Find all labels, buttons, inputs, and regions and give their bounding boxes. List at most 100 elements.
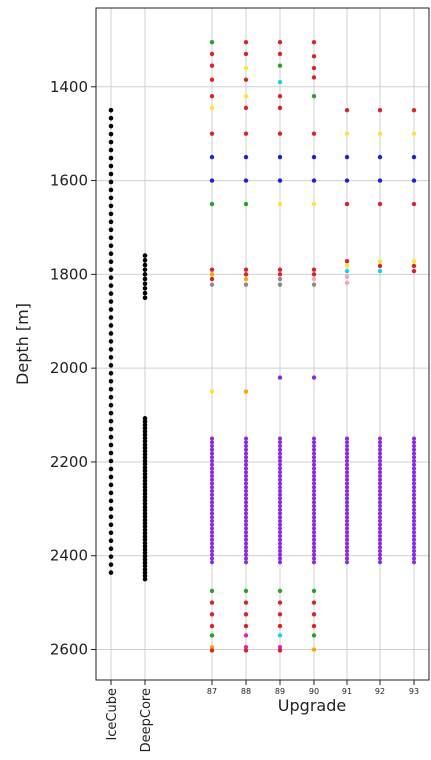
data-point xyxy=(412,541,416,546)
data-point xyxy=(278,537,282,542)
y-tick-label: 2400 xyxy=(50,547,88,565)
data-point xyxy=(209,40,215,45)
data-point xyxy=(378,537,382,542)
data-point xyxy=(345,507,349,512)
data-point xyxy=(312,519,316,524)
data-point xyxy=(345,459,349,464)
data-point xyxy=(244,440,248,445)
data-point xyxy=(378,485,382,490)
data-point xyxy=(108,171,114,177)
data-point xyxy=(209,77,215,82)
data-point xyxy=(312,459,316,464)
data-point xyxy=(108,163,114,169)
data-point xyxy=(210,515,214,520)
data-point xyxy=(278,451,282,456)
data-point xyxy=(277,131,283,136)
data-point xyxy=(311,201,317,207)
data-point xyxy=(209,131,215,136)
data-point xyxy=(311,178,317,183)
y-tick-label: 2000 xyxy=(50,359,88,377)
data-point xyxy=(278,556,282,561)
data-point xyxy=(412,459,416,464)
data-point xyxy=(312,470,316,475)
data-point xyxy=(412,466,416,471)
data-point xyxy=(344,259,350,264)
data-point xyxy=(278,477,282,482)
data-point xyxy=(378,556,382,561)
data-point xyxy=(244,519,248,524)
data-point xyxy=(345,443,349,448)
data-point xyxy=(244,522,248,527)
data-point xyxy=(412,455,416,460)
data-point xyxy=(344,131,350,136)
y-tick-label: 2200 xyxy=(50,453,88,471)
data-point xyxy=(142,553,148,559)
data-point xyxy=(108,355,114,360)
data-point xyxy=(108,538,114,544)
data-point xyxy=(244,552,248,557)
data-point xyxy=(278,534,282,539)
data-point xyxy=(243,178,249,183)
data-point xyxy=(312,500,316,505)
y-tick-label: 2600 xyxy=(50,641,88,659)
data-point xyxy=(244,496,248,501)
data-point xyxy=(312,447,316,452)
data-point xyxy=(345,466,349,471)
data-point xyxy=(244,500,248,505)
data-point xyxy=(209,267,215,272)
data-point xyxy=(345,537,349,542)
data-point xyxy=(142,442,148,447)
data-point xyxy=(344,268,350,274)
data-point xyxy=(243,65,249,71)
data-point xyxy=(311,633,317,638)
data-point xyxy=(108,115,114,121)
data-point xyxy=(108,554,114,559)
data-point xyxy=(345,470,349,475)
data-point xyxy=(108,299,114,304)
data-point xyxy=(209,51,215,57)
data-point xyxy=(412,492,416,497)
data-point xyxy=(345,436,349,441)
data-point xyxy=(142,419,148,424)
data-point xyxy=(311,282,317,287)
data-point xyxy=(378,451,382,456)
x-tick-label: 92 xyxy=(375,687,385,696)
data-point xyxy=(244,507,248,512)
data-point xyxy=(108,442,114,448)
data-point xyxy=(278,507,282,512)
data-point xyxy=(142,514,148,520)
data-point xyxy=(243,648,249,653)
data-point xyxy=(142,295,148,301)
data-point xyxy=(108,426,114,432)
data-point xyxy=(312,489,316,494)
data-point xyxy=(142,475,148,480)
data-point xyxy=(412,507,416,512)
data-point xyxy=(344,108,350,113)
data-point xyxy=(108,371,114,376)
data-point xyxy=(411,201,417,207)
data-point xyxy=(312,507,316,512)
data-points xyxy=(108,40,417,653)
data-point xyxy=(243,93,249,99)
data-point xyxy=(412,462,416,467)
data-point xyxy=(142,488,148,493)
data-point xyxy=(412,477,416,482)
data-point xyxy=(311,272,317,277)
data-point xyxy=(377,263,383,269)
data-point xyxy=(244,556,248,561)
data-point xyxy=(312,541,316,546)
data-point xyxy=(209,154,215,160)
data-point xyxy=(345,462,349,467)
data-point xyxy=(378,507,382,512)
data-point xyxy=(108,530,114,536)
data-point xyxy=(210,537,214,542)
data-point xyxy=(312,492,316,497)
data-point xyxy=(244,462,248,467)
data-point xyxy=(108,394,114,400)
data-point xyxy=(210,500,214,505)
data-point xyxy=(412,451,416,456)
data-point xyxy=(244,459,248,464)
data-point xyxy=(278,522,282,527)
data-point xyxy=(244,485,248,490)
